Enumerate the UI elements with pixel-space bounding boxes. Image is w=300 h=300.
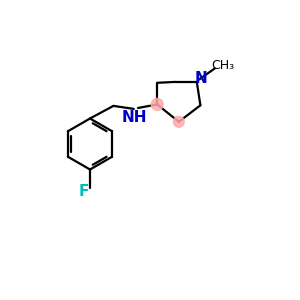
Circle shape: [151, 98, 163, 110]
Circle shape: [173, 116, 184, 127]
Text: CH₃: CH₃: [212, 59, 235, 73]
Text: N: N: [195, 71, 208, 86]
Text: F: F: [78, 184, 88, 200]
Text: NH: NH: [122, 110, 147, 125]
